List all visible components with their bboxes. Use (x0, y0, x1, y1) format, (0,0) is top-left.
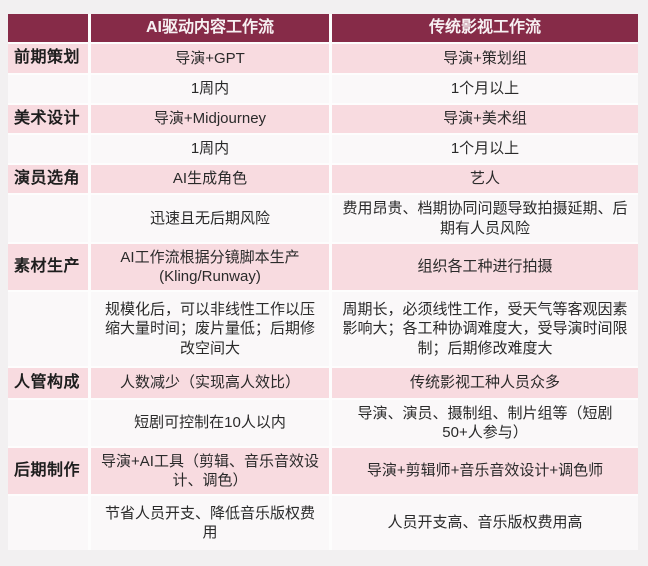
table-cell-ai: 1周内 (91, 135, 329, 163)
table-cell-ai: 人数减少（实现高人效比） (91, 368, 329, 398)
table-cell-traditional: 组织各工种进行拍摄 (332, 244, 638, 290)
row-label-empty (8, 496, 88, 550)
row-label-empty (8, 292, 88, 366)
table-cell-traditional: 传统影视工种人员众多 (332, 368, 638, 398)
table-cell-ai: 规模化后，可以非线性工作以压缩大量时间；废片量低；后期修改空间大 (91, 292, 329, 366)
table-cell-traditional: 导演、演员、摄制组、制片组等（短剧50+人参与） (332, 400, 638, 446)
row-label-art-design: 美术设计 (8, 105, 88, 133)
table-cell-traditional: 1个月以上 (332, 135, 638, 163)
workflow-comparison-table: AI驱动内容工作流 传统影视工作流 前期策划 导演+GPT 导演+策划组 1周内… (8, 14, 638, 550)
table-cell-traditional: 周期长，必须线性工作，受天气等客观因素影响大；各工种协调难度大，受导演时间限制；… (332, 292, 638, 366)
row-label-empty (8, 400, 88, 446)
row-label-post-production: 后期制作 (8, 448, 88, 494)
table-header-traditional-workflow: 传统影视工作流 (332, 14, 638, 42)
table-cell-ai: 导演+AI工具（剪辑、音乐音效设计、调色） (91, 448, 329, 494)
table-header-ai-workflow: AI驱动内容工作流 (91, 14, 329, 42)
table-cell-ai: 迅速且无后期风险 (91, 195, 329, 242)
table-cell-ai: 节省人员开支、降低音乐版权费用 (91, 496, 329, 550)
table-cell-traditional: 艺人 (332, 165, 638, 193)
row-label-personnel-structure: 人管构成 (8, 368, 88, 398)
table-cell-traditional: 费用昂贵、档期协同问题导致拍摄延期、后期有人员风险 (332, 195, 638, 242)
table-cell-traditional: 导演+美术组 (332, 105, 638, 133)
table-cell-ai: 短剧可控制在10人以内 (91, 400, 329, 446)
table-cell-traditional: 1个月以上 (332, 75, 638, 103)
table-cell-traditional: 导演+剪辑师+音乐音效设计+调色师 (332, 448, 638, 494)
table-cell-ai: 1周内 (91, 75, 329, 103)
row-label-casting: 演员选角 (8, 165, 88, 193)
row-label-material-production: 素材生产 (8, 244, 88, 290)
row-label-empty (8, 195, 88, 242)
table-cell-ai: AI工作流根据分镜脚本生产 (Kling/Runway) (91, 244, 329, 290)
row-label-empty (8, 75, 88, 103)
table-cell-ai: 导演+Midjourney (91, 105, 329, 133)
table-header-corner (8, 14, 88, 42)
table-cell-ai: 导演+GPT (91, 44, 329, 73)
table-cell-ai: AI生成角色 (91, 165, 329, 193)
row-label-pre-production: 前期策划 (8, 44, 88, 73)
row-label-empty (8, 135, 88, 163)
table-cell-traditional: 导演+策划组 (332, 44, 638, 73)
table-cell-traditional: 人员开支高、音乐版权费用高 (332, 496, 638, 550)
